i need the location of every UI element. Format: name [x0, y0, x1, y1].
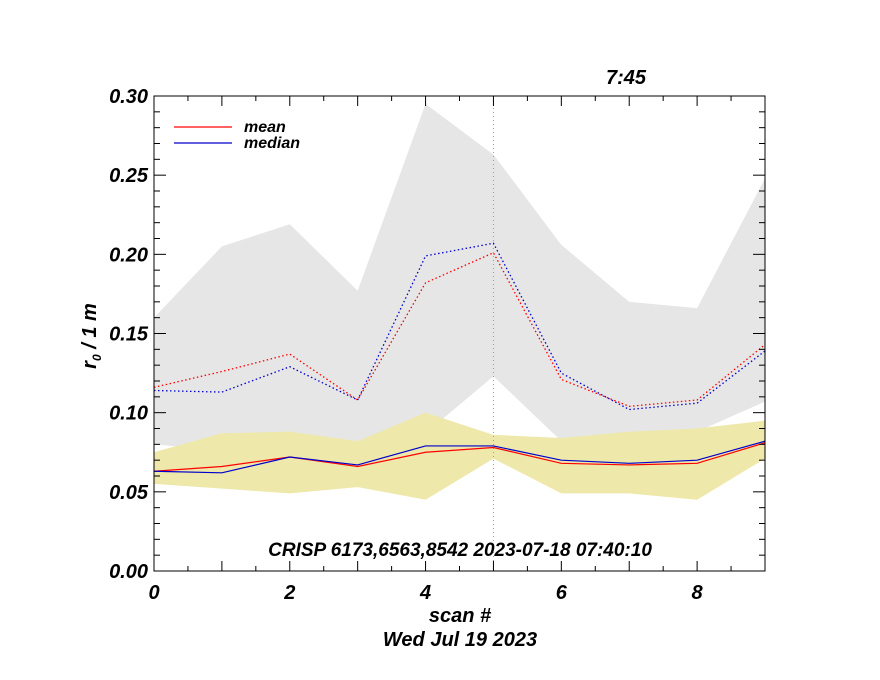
series-median-upper [153, 242, 766, 411]
x-tick-label: 8 [692, 582, 704, 604]
y-tick-label: 0.00 [109, 561, 148, 583]
y-tick-label: 0.15 [109, 324, 149, 346]
series-mean-upper [153, 251, 766, 407]
date-label: Wed Jul 19 2023 [383, 629, 537, 651]
observation-annotation: CRISP 6173,6563,8542 2023-07-18 07:40:10 [268, 540, 652, 561]
x-tick-label: 6 [556, 582, 568, 604]
band-lower-range [154, 412, 765, 500]
legend-label-mean: mean [244, 119, 286, 136]
y-axis-label-rest: / 1 m [79, 303, 101, 354]
legend-label-median: median [244, 135, 300, 152]
axis-tick-labels: 0 2 4 6 8 0.00 0.05 0.10 0.15 0.20 0.25 0.30 [109, 86, 703, 604]
axis-ticks [153, 95, 766, 572]
corner-time-label: 7:45 [606, 67, 647, 89]
y-tick-label: 0.05 [109, 482, 149, 504]
x-axis-label: scan # [429, 605, 492, 627]
series-lines [153, 242, 766, 474]
range-bands [154, 103, 765, 500]
band-upper-range [154, 103, 765, 451]
series-median [153, 440, 766, 474]
y-axis-label: r0 / 1 m [79, 303, 104, 369]
y-axis-label-subscript: 0 [90, 354, 104, 361]
x-tick-label: 2 [283, 582, 295, 604]
series-mean [153, 442, 766, 472]
y-tick-label: 0.10 [109, 403, 148, 425]
y-tick-label: 0.30 [109, 86, 148, 108]
x-tick-label: 4 [419, 582, 431, 604]
x-tick-label: 0 [148, 582, 159, 604]
y-tick-label: 0.20 [109, 244, 148, 266]
y-axis-label-main: r [79, 360, 101, 369]
y-tick-label: 0.25 [109, 165, 149, 187]
